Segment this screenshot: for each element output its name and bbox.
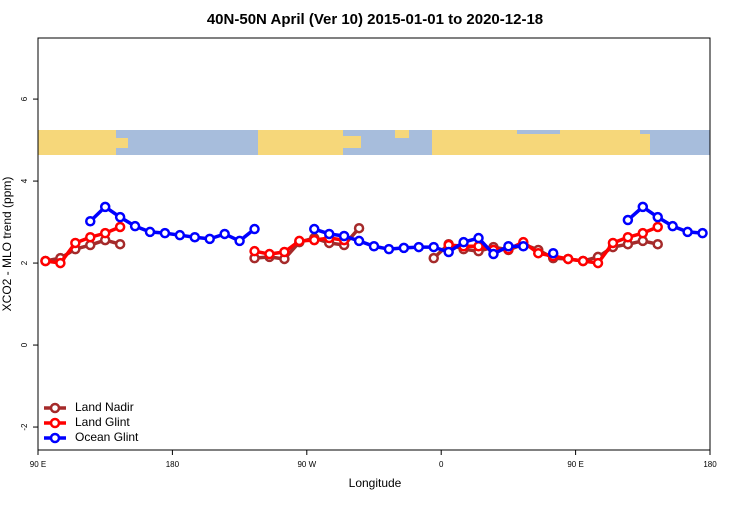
x-tick-label: 180	[703, 460, 717, 469]
data-point	[174, 229, 186, 241]
data-point	[503, 241, 514, 252]
data-point	[428, 241, 439, 253]
data-point	[562, 253, 574, 265]
data-point	[637, 201, 649, 213]
data-point	[189, 231, 201, 243]
data-point	[323, 228, 335, 240]
data-point	[697, 227, 708, 239]
data-point	[85, 231, 96, 243]
data-point	[443, 246, 454, 258]
data-point	[204, 233, 215, 245]
data-point	[577, 255, 589, 267]
data-point	[309, 223, 320, 235]
y-axis-label: XCO2 - MLO trend (ppm)	[0, 177, 14, 312]
plot-frame	[37, 37, 711, 451]
data-point	[40, 255, 51, 267]
data-point	[413, 241, 425, 253]
data-point	[70, 237, 81, 249]
legend-label: Land Nadir	[75, 400, 134, 414]
x-tick-label: 90 E	[30, 460, 46, 469]
data-point	[338, 230, 350, 242]
data-point	[622, 231, 634, 243]
data-point	[129, 220, 141, 232]
y-tick-label: 0	[20, 342, 29, 347]
data-point	[533, 247, 544, 259]
x-tick-label: 0	[439, 460, 444, 469]
data-point	[99, 227, 111, 239]
data-point	[159, 227, 171, 239]
y-tick-label: 4	[20, 178, 29, 183]
series-line	[89, 204, 256, 243]
y-tick-label: -2	[20, 423, 29, 431]
legend-marker	[49, 402, 61, 414]
data-point	[428, 252, 439, 264]
data-point	[309, 234, 320, 246]
legend-label: Ocean Glint	[75, 430, 139, 444]
data-point	[114, 221, 126, 233]
data-point	[219, 228, 230, 240]
data-point	[294, 235, 305, 247]
data-point	[114, 238, 126, 250]
data-point	[547, 247, 559, 259]
data-point	[458, 236, 469, 248]
data-point	[667, 220, 678, 232]
data-point	[249, 245, 260, 257]
data-point	[652, 238, 663, 250]
legend-label: Land Glint	[75, 415, 130, 429]
data-point	[234, 235, 245, 247]
data-point	[85, 215, 96, 227]
map-band	[38, 130, 710, 155]
data-point	[622, 214, 634, 226]
data-point	[652, 211, 663, 223]
x-tick-label: 90 E	[567, 460, 583, 469]
data-point	[652, 221, 663, 233]
data-point	[488, 248, 499, 260]
y-tick-label: 6	[20, 96, 29, 101]
data-point	[264, 248, 275, 260]
x-axis-label: Longitude	[349, 476, 402, 490]
x-tick-label: 180	[166, 460, 180, 469]
legend-marker	[49, 417, 61, 429]
data-point	[473, 232, 484, 244]
data-point	[144, 226, 156, 238]
data-point	[368, 241, 380, 252]
data-point	[249, 223, 260, 235]
data-point	[398, 242, 410, 254]
data-point	[592, 257, 604, 269]
data-point	[682, 226, 693, 238]
legend-marker	[49, 432, 61, 444]
data-point	[518, 241, 529, 252]
data-point	[353, 235, 365, 247]
chart-title: 40N-50N April (Ver 10) 2015-01-01 to 202…	[207, 11, 543, 28]
x-tick-label: 90 W	[297, 460, 316, 469]
data-point	[637, 227, 649, 239]
data-point	[607, 237, 619, 249]
y-tick-label: 2	[20, 260, 29, 265]
data-point	[55, 257, 66, 269]
data-point	[279, 246, 290, 258]
data-point	[114, 211, 126, 223]
data-point	[353, 222, 365, 234]
data-point	[383, 243, 395, 255]
data-point	[99, 201, 111, 213]
